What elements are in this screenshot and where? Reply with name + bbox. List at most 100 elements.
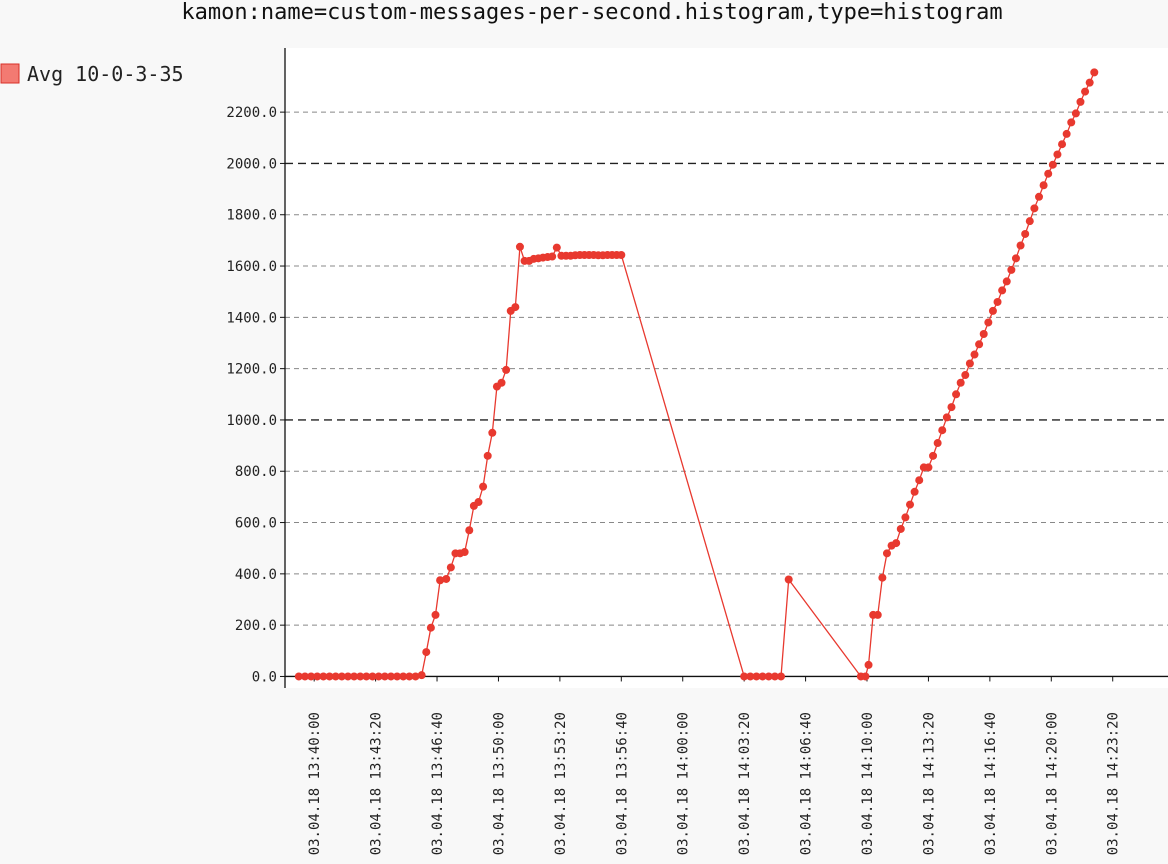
data-point xyxy=(1071,109,1080,118)
data-point xyxy=(984,318,993,327)
data-point xyxy=(758,672,767,681)
data-point xyxy=(929,451,938,460)
data-point xyxy=(325,672,334,681)
x-tick-label: 03.04.18 14:13:20 xyxy=(921,712,937,855)
y-tick-label: 1800.0 xyxy=(226,208,277,224)
data-point xyxy=(988,306,997,315)
data-point xyxy=(479,482,488,491)
x-tick-label: 03.04.18 13:53:20 xyxy=(553,712,569,855)
data-point xyxy=(784,575,793,584)
y-tick-label: 1200.0 xyxy=(226,362,277,378)
axes xyxy=(284,48,1168,688)
data-point xyxy=(294,672,303,681)
legend-swatch xyxy=(0,63,20,84)
data-point xyxy=(411,672,420,681)
data-point xyxy=(993,297,1002,306)
y-tick-label: 600.0 xyxy=(235,516,277,532)
data-point xyxy=(368,672,377,681)
data-point xyxy=(465,526,474,535)
data-point xyxy=(1035,192,1044,201)
data-point xyxy=(511,303,520,312)
x-tick-label: 03.04.18 13:50:00 xyxy=(491,712,507,855)
series xyxy=(294,68,1099,681)
data-point xyxy=(1067,118,1076,127)
gridlines xyxy=(285,111,1168,626)
y-tick-label: 2200.0 xyxy=(226,105,277,121)
data-point xyxy=(331,672,340,681)
data-point xyxy=(1002,277,1011,286)
data-point xyxy=(436,576,445,585)
data-point xyxy=(1025,217,1034,226)
data-point xyxy=(938,426,947,435)
data-point xyxy=(1044,169,1053,178)
legend: Avg 10-0-3-35 xyxy=(0,62,184,86)
x-tick-label: 03.04.18 14:10:00 xyxy=(860,712,876,855)
data-point xyxy=(910,487,919,496)
data-point xyxy=(998,286,1007,295)
y-tick-label: 1000.0 xyxy=(226,413,277,429)
data-point xyxy=(1016,241,1025,250)
y-tick-label: 800.0 xyxy=(235,464,277,480)
y-tick-label: 200.0 xyxy=(235,618,277,634)
data-point xyxy=(393,672,402,681)
data-point xyxy=(740,672,749,681)
data-point xyxy=(405,672,414,681)
data-point xyxy=(896,524,905,533)
data-point xyxy=(764,672,773,681)
data-point xyxy=(380,672,389,681)
data-point xyxy=(1053,150,1062,159)
data-point xyxy=(497,378,506,387)
data-point xyxy=(906,500,915,509)
data-point xyxy=(422,648,431,657)
y-tick-label: 400.0 xyxy=(235,567,277,583)
data-point xyxy=(426,623,435,632)
y-tick-label: 0.0 xyxy=(252,669,277,685)
data-point xyxy=(552,243,561,252)
data-point xyxy=(901,513,910,522)
data-point xyxy=(319,672,328,681)
data-point xyxy=(915,476,924,485)
x-tick-label: 03.04.18 14:03:20 xyxy=(737,712,753,855)
x-tick-label: 03.04.18 13:56:40 xyxy=(614,712,630,855)
data-point xyxy=(483,451,492,460)
data-point xyxy=(1076,97,1085,106)
y-axis-ticks: 0.0 200.0 400.0 600.0 800.0 1000.0 1200.0 1400.… xyxy=(226,105,285,685)
legend-label: Avg 10-0-3-35 xyxy=(27,62,184,86)
data-point xyxy=(975,340,984,349)
data-point xyxy=(956,378,965,387)
data-point xyxy=(924,463,933,472)
data-point xyxy=(873,610,882,619)
data-point xyxy=(474,498,483,507)
data-point xyxy=(442,574,451,583)
data-point xyxy=(942,413,951,422)
data-point xyxy=(1062,129,1071,138)
data-point xyxy=(502,365,511,374)
data-point xyxy=(952,390,961,399)
data-point xyxy=(1081,87,1090,96)
data-point xyxy=(1011,254,1020,263)
data-point xyxy=(882,549,891,558)
data-point xyxy=(356,672,365,681)
data-point xyxy=(460,548,469,557)
x-tick-label: 03.04.18 13:46:40 xyxy=(430,712,446,855)
chart-title: kamon:name=custom-messages-per-second.hi… xyxy=(181,0,1002,25)
data-point xyxy=(933,439,942,448)
x-tick-label: 03.04.18 13:40:00 xyxy=(307,712,323,855)
data-point xyxy=(417,671,426,680)
data-point xyxy=(1058,140,1067,149)
data-point xyxy=(337,672,346,681)
data-point xyxy=(878,573,887,582)
data-point xyxy=(548,252,557,261)
data-point xyxy=(488,428,497,437)
y-tick-label: 1400.0 xyxy=(226,310,277,326)
data-point xyxy=(1085,78,1094,87)
x-tick-label: 03.04.18 13:43:20 xyxy=(369,712,385,855)
data-point xyxy=(1007,265,1016,274)
data-point xyxy=(1030,204,1039,213)
data-point xyxy=(1048,160,1057,169)
data-point xyxy=(961,371,970,380)
x-tick-label: 03.04.18 14:06:40 xyxy=(799,712,815,855)
data-point xyxy=(300,672,309,681)
x-axis-ticks: 03.04.18 13:40:00 03.04.18 13:43:20 03.04.… xyxy=(307,676,1122,855)
data-point xyxy=(864,660,873,669)
